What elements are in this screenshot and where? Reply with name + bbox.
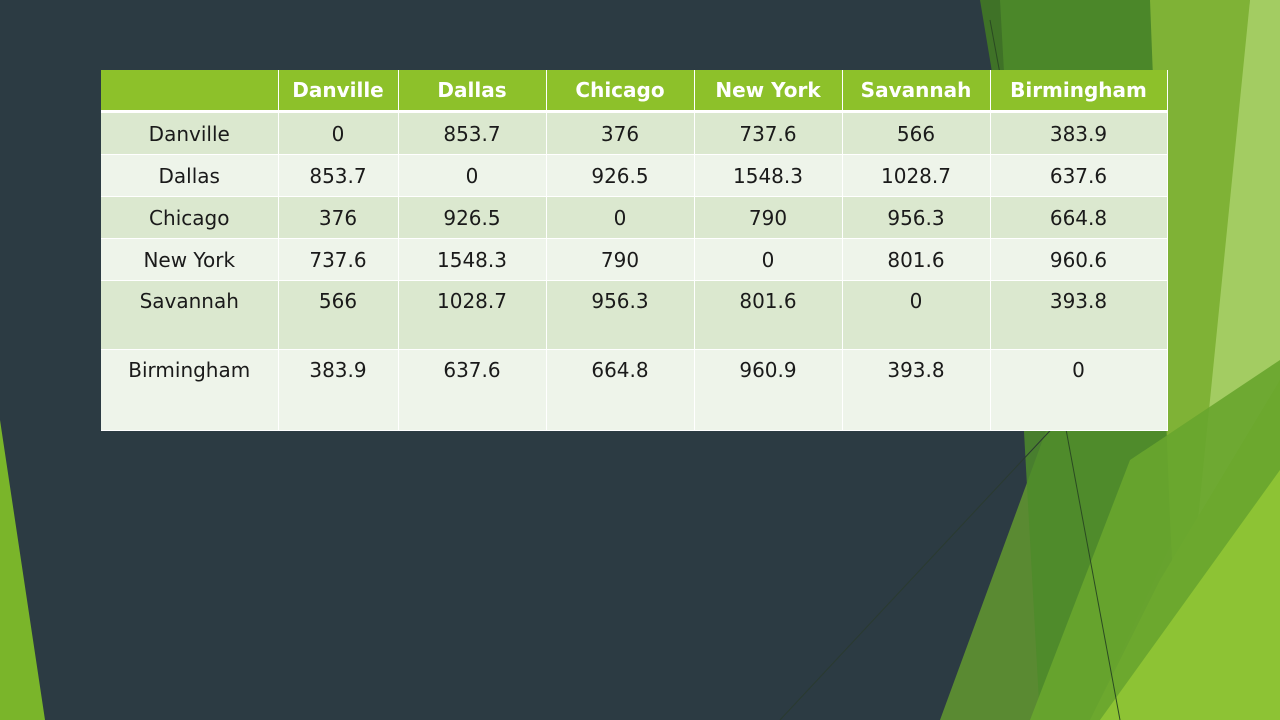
table-cell: 0 (278, 111, 399, 155)
table-cell: 801.6 (842, 238, 991, 281)
column-header: Danville (278, 70, 399, 113)
row-header: Chicago (101, 196, 279, 239)
table-cell: 737.6 (694, 111, 843, 155)
table-cell: 853.7 (278, 154, 399, 197)
table-cell: 1028.7 (842, 154, 991, 197)
table-cell: 0 (990, 349, 1168, 431)
header-row: Danville Dallas Chicago New York Savanna… (101, 70, 1168, 113)
table-cell: 0 (842, 280, 991, 350)
table-cell: 0 (398, 154, 547, 197)
table-cell: 0 (694, 238, 843, 281)
table-row: Dallas 853.7 0 926.5 1548.3 1028.7 637.6 (101, 154, 1168, 197)
table-cell: 853.7 (398, 111, 547, 155)
table-row: Birmingham 383.9 637.6 664.8 960.9 393.8… (101, 349, 1168, 431)
column-header: Dallas (398, 70, 547, 113)
table-cell: 393.8 (990, 280, 1168, 350)
column-header: Birmingham (990, 70, 1168, 113)
row-header: Birmingham (101, 349, 279, 431)
column-header: Chicago (546, 70, 695, 113)
thin-line-2 (779, 419, 1061, 720)
table-cell: 926.5 (546, 154, 695, 197)
table-cell: 383.9 (278, 349, 399, 431)
mid-green-shape (1030, 360, 1280, 720)
table-cell: 960.9 (694, 349, 843, 431)
table-cell: 1028.7 (398, 280, 547, 350)
row-header: Dallas (101, 154, 279, 197)
table-cell: 393.8 (842, 349, 991, 431)
table-cell: 376 (278, 196, 399, 239)
table-row: Danville 0 853.7 376 737.6 566 383.9 (101, 111, 1168, 155)
table-cell: 637.6 (990, 154, 1168, 197)
table-cell: 566 (278, 280, 399, 350)
column-header: Savannah (842, 70, 991, 113)
row-header: Savannah (101, 280, 279, 350)
table-row: Savannah 566 1028.7 956.3 801.6 0 393.8 (101, 280, 1168, 350)
table-row: Chicago 376 926.5 0 790 956.3 664.8 (101, 196, 1168, 239)
table-cell: 566 (842, 111, 991, 155)
table-cell: 637.6 (398, 349, 547, 431)
corner-cell (101, 70, 279, 113)
table-cell: 737.6 (278, 238, 399, 281)
table-cell: 1548.3 (398, 238, 547, 281)
table-cell: 926.5 (398, 196, 547, 239)
left-green-accent (0, 420, 45, 720)
row-header: Danville (101, 111, 279, 155)
table-cell: 0 (546, 196, 695, 239)
table-cell: 790 (694, 196, 843, 239)
row-header: New York (101, 238, 279, 281)
column-header: New York (694, 70, 843, 113)
distance-table-container: Danville Dallas Chicago New York Savanna… (101, 70, 1168, 431)
distance-table: Danville Dallas Chicago New York Savanna… (101, 70, 1168, 431)
table-cell: 376 (546, 111, 695, 155)
table-cell: 960.6 (990, 238, 1168, 281)
table-cell: 790 (546, 238, 695, 281)
table-cell: 956.3 (546, 280, 695, 350)
table-cell: 664.8 (990, 196, 1168, 239)
table-cell: 801.6 (694, 280, 843, 350)
table-row: New York 737.6 1548.3 790 0 801.6 960.6 (101, 238, 1168, 281)
table-cell: 956.3 (842, 196, 991, 239)
table-cell: 664.8 (546, 349, 695, 431)
table-cell: 383.9 (990, 111, 1168, 155)
table-cell: 1548.3 (694, 154, 843, 197)
